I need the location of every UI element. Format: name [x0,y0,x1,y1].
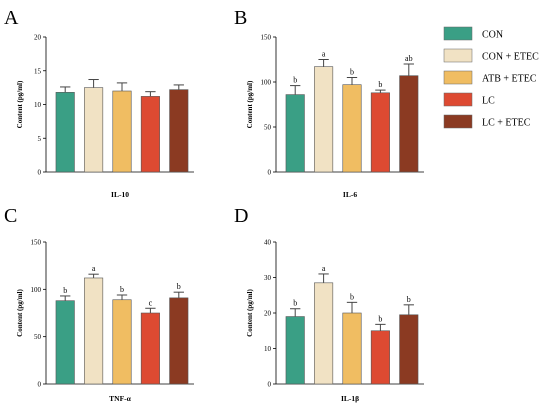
bar [55,92,75,173]
legend-label: CON [482,30,503,41]
bar [285,316,305,385]
bar [370,330,390,385]
y-axis-label: Content (pg/ml) [246,289,254,337]
y-tick-label: 50 [264,124,272,132]
significance-label: b [120,285,124,294]
y-tick-label: 0 [38,381,42,389]
significance-label: a [322,50,326,59]
significance-label: c [149,298,153,307]
bar [84,277,104,385]
significance-label: b [293,299,297,308]
legend-label: LC + ETEC [482,118,531,129]
y-tick-label: 30 [264,274,272,282]
significance-label: b [378,314,382,323]
bar [112,299,132,385]
y-tick-label: 0 [268,381,272,389]
panel-letter: C [4,205,17,227]
y-tick-label: 40 [264,239,272,247]
y-tick-label: 150 [31,239,42,247]
bar [140,96,160,173]
significance-label: b [63,286,67,295]
significance-label: b [293,76,297,85]
bar [314,282,334,385]
legend-item: ATB + ETEC [443,70,537,85]
bar [169,89,189,173]
bar [285,94,305,173]
bar [342,84,362,173]
bar [314,66,334,173]
significance-label: ab [405,54,413,63]
legend-label: LC [482,96,495,107]
panel-letter: A [4,7,19,29]
y-tick-label: 15 [34,67,42,75]
y-tick-label: 10 [264,345,272,353]
panel-c: C 0 50 100 150 Content (pg/ml) TNF-α b a b c b [4,205,194,403]
y-tick-label: 50 [34,333,42,341]
significance-label: a [322,264,326,273]
x-axis-label: IL-6 [343,190,357,199]
x-axis-label: TNF-α [109,394,131,403]
panel-d: D 0 10 20 30 40 Content (pg/ml) IL-1β b a b b b [234,205,424,403]
significance-label: a [92,264,96,273]
panel-a: A 0 5 10 15 20 Content (pg/ml) IL-10 [4,7,194,199]
bar [399,75,419,173]
legend-swatch [443,92,473,107]
legend-swatch [443,70,473,85]
bar [112,90,132,173]
x-axis-label: IL-10 [111,190,129,199]
y-axis-label: Content (pg/ml) [16,80,24,128]
bar [370,92,390,173]
legend-swatch [443,48,473,63]
bar [140,312,160,385]
y-tick-label: 5 [38,135,42,143]
panel-letter: D [234,205,248,227]
legend-item: LC [443,92,495,107]
legend-label: CON + ETEC [482,52,539,63]
y-axis-label: Content (pg/ml) [246,80,254,128]
legend-swatch [443,114,473,129]
y-tick-label: 20 [34,34,42,42]
y-axis-label: Content (pg/ml) [16,289,24,337]
y-tick-label: 100 [261,79,272,87]
significance-label: b [350,292,354,301]
bar [84,87,104,173]
significance-label: b [177,282,181,291]
y-tick-label: 0 [268,169,272,177]
bar [342,312,362,385]
legend-label: ATB + ETEC [482,74,537,85]
y-tick-label: 150 [261,34,272,42]
legend: CON CON + ETEC ATB + ETEC LC LC + ETEC [443,26,539,129]
y-tick-label: 0 [38,169,42,177]
bar [169,297,189,385]
significance-label: b [407,295,411,304]
y-tick-label: 100 [31,286,42,294]
bar [399,314,419,385]
y-tick-label: 10 [34,101,42,109]
legend-item: CON [443,26,503,41]
legend-swatch [443,26,473,41]
significance-label: b [350,68,354,77]
legend-item: CON + ETEC [443,48,539,63]
y-tick-label: 20 [264,310,272,318]
panel-letter: B [234,7,247,29]
legend-item: LC + ETEC [443,114,531,129]
bar [55,300,75,385]
x-axis-label: IL-1β [341,394,359,403]
significance-label: b [378,80,382,89]
